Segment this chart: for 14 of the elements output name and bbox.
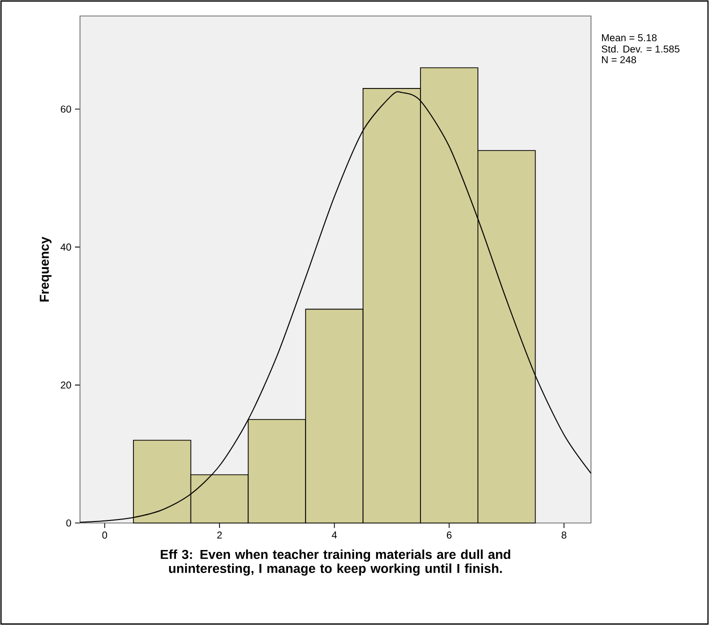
x-tick-label: 0 [102,532,108,539]
text: Std. Dev. = 1.585 [602,45,680,53]
x-axis-title: Eff 3: Even when teacher training materials are dull and uninteresting, I manage to keep working until I finish. [160,549,510,576]
y-tick-label: 40 [60,244,72,251]
x-tick-label: 8 [562,532,566,539]
y-tick-label: 60 [60,106,72,113]
x-tick-label: 6 [446,532,452,539]
y-tick-label: 0 [66,519,72,527]
text: N = 248 [602,56,636,64]
text: Mean = 5.18 [602,34,657,42]
y-tick-label: 20 [60,382,72,389]
y-axis-title: Frequency [40,236,52,302]
x-tick-label: 4 [332,532,337,538]
x-tick-label: 2 [217,532,222,539]
